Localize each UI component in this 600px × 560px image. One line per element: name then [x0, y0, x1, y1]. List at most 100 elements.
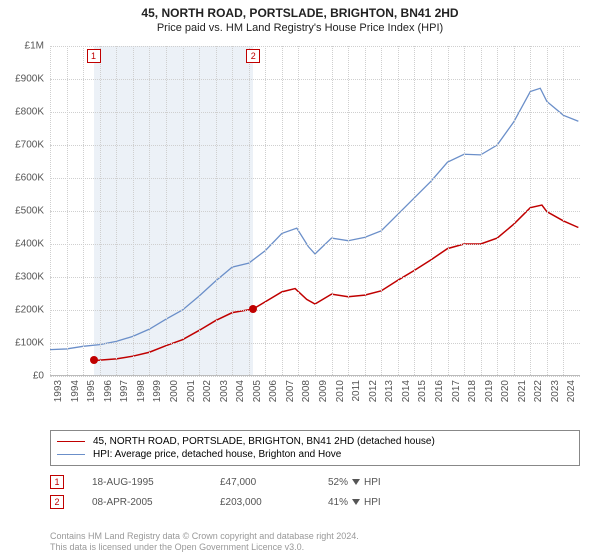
- legend-label: HPI: Average price, detached house, Brig…: [93, 449, 341, 460]
- chart-area: £0£100K£200K£300K£400K£500K£600K£700K£80…: [50, 46, 580, 396]
- gridline-v: [298, 46, 299, 375]
- x-tick-label: 1994: [70, 380, 81, 402]
- x-tick-label: 2010: [335, 380, 346, 402]
- legend-row: HPI: Average price, detached house, Brig…: [57, 448, 573, 461]
- sale-date: 18-AUG-1995: [92, 477, 192, 488]
- gridline-v: [133, 46, 134, 375]
- sale-row-marker: 1: [50, 475, 64, 489]
- y-tick-label: £500K: [15, 206, 44, 217]
- x-tick-label: 2008: [301, 380, 312, 402]
- x-tick-label: 2016: [434, 380, 445, 402]
- sale-row: 118-AUG-1995£47,00052%HPI: [50, 472, 580, 492]
- x-tick-label: 2020: [500, 380, 511, 402]
- x-tick-label: 2019: [484, 380, 495, 402]
- sale-row: 2 08-APR-2005 £203,000 41% HPI: [50, 492, 580, 512]
- gridline-v: [547, 46, 548, 375]
- y-tick-label: £600K: [15, 173, 44, 184]
- legend: 45, NORTH ROAD, PORTSLADE, BRIGHTON, BN4…: [50, 430, 580, 466]
- sales-table: 118-AUG-1995£47,00052%HPI208-APR-2005£20…: [50, 472, 580, 512]
- y-tick-label: £900K: [15, 74, 44, 85]
- x-tick-label: 2014: [401, 380, 412, 402]
- gridline-v: [381, 46, 382, 375]
- plot-region: £0£100K£200K£300K£400K£500K£600K£700K£80…: [50, 46, 580, 376]
- sale-marker-box: 1: [87, 49, 101, 63]
- gridline-v: [414, 46, 415, 375]
- sale-hpi-label: HPI: [364, 497, 381, 508]
- x-tick-label: 1996: [103, 380, 114, 402]
- y-tick-label: £800K: [15, 107, 44, 118]
- sale-marker-dot: [249, 305, 257, 313]
- legend-label: 45, NORTH ROAD, PORTSLADE, BRIGHTON, BN4…: [93, 436, 435, 447]
- y-tick-label: £0: [33, 371, 44, 382]
- sale-hpi-pct: 52%: [328, 477, 348, 488]
- x-tick-label: 1993: [53, 380, 64, 402]
- sale-marker-dot: [90, 356, 98, 364]
- x-tick-label: 2003: [219, 380, 230, 402]
- gridline-v: [183, 46, 184, 375]
- sale-price: £203,000: [220, 497, 300, 508]
- x-tick-label: 1997: [119, 380, 130, 402]
- x-tick-label: 2005: [252, 380, 263, 402]
- gridline-v: [83, 46, 84, 375]
- gridline-v: [530, 46, 531, 375]
- x-tick-label: 2021: [517, 380, 528, 402]
- gridline-v: [448, 46, 449, 375]
- footer-attribution: Contains HM Land Registry data © Crown c…: [50, 531, 580, 554]
- x-tick-label: 2002: [202, 380, 213, 402]
- x-tick-label: 2000: [169, 380, 180, 402]
- title-block: 45, NORTH ROAD, PORTSLADE, BRIGHTON, BN4…: [0, 0, 600, 34]
- chart-title: 45, NORTH ROAD, PORTSLADE, BRIGHTON, BN4…: [0, 6, 600, 20]
- footer-line2: This data is licensed under the Open Gov…: [50, 542, 580, 554]
- gridline-v: [149, 46, 150, 375]
- sale-row-marker: 2: [50, 495, 64, 509]
- gridline-v: [116, 46, 117, 375]
- x-tick-label: 2004: [235, 380, 246, 402]
- y-tick-label: £400K: [15, 239, 44, 250]
- x-tick-label: 2018: [467, 380, 478, 402]
- legend-swatch: [57, 441, 85, 442]
- gridline-h: [50, 376, 580, 377]
- gridline-v: [50, 46, 51, 375]
- sale-hpi-pct: 41%: [328, 497, 348, 508]
- sale-hpi-label: HPI: [364, 477, 381, 488]
- x-tick-label: 1995: [86, 380, 97, 402]
- y-tick-label: £100K: [15, 338, 44, 349]
- gridline-v: [365, 46, 366, 375]
- legend-swatch: [57, 454, 85, 455]
- sale-hpi: 41% HPI: [328, 497, 418, 508]
- arrow-down-icon: [352, 499, 360, 505]
- x-tick-label: 2024: [566, 380, 577, 402]
- sale-date: 08-APR-2005: [92, 497, 192, 508]
- gridline-v: [464, 46, 465, 375]
- gridline-v: [315, 46, 316, 375]
- gridline-v: [514, 46, 515, 375]
- gridline-v: [497, 46, 498, 375]
- gridline-v: [563, 46, 564, 375]
- x-tick-label: 1998: [136, 380, 147, 402]
- x-tick-label: 2012: [368, 380, 379, 402]
- gridline-v: [348, 46, 349, 375]
- gridline-v: [199, 46, 200, 375]
- gridline-v: [265, 46, 266, 375]
- gridline-v: [100, 46, 101, 375]
- x-tick-label: 2007: [285, 380, 296, 402]
- x-tick-label: 2022: [533, 380, 544, 402]
- x-tick-label: 2015: [417, 380, 428, 402]
- y-tick-label: £700K: [15, 140, 44, 151]
- sale-hpi: 52% HPI: [328, 477, 418, 488]
- x-tick-label: 2001: [186, 380, 197, 402]
- x-tick-label: 2009: [318, 380, 329, 402]
- x-tick-label: 2023: [550, 380, 561, 402]
- gridline-v: [431, 46, 432, 375]
- y-tick-label: £300K: [15, 272, 44, 283]
- arrow-down-icon: [352, 479, 360, 485]
- gridline-v: [216, 46, 217, 375]
- gridline-v: [232, 46, 233, 375]
- x-tick-label: 2017: [451, 380, 462, 402]
- x-tick-label: 2006: [268, 380, 279, 402]
- gridline-v: [67, 46, 68, 375]
- gridline-v: [332, 46, 333, 375]
- gridline-v: [398, 46, 399, 375]
- footer-line1: Contains HM Land Registry data © Crown c…: [50, 531, 580, 543]
- x-tick-label: 1999: [152, 380, 163, 402]
